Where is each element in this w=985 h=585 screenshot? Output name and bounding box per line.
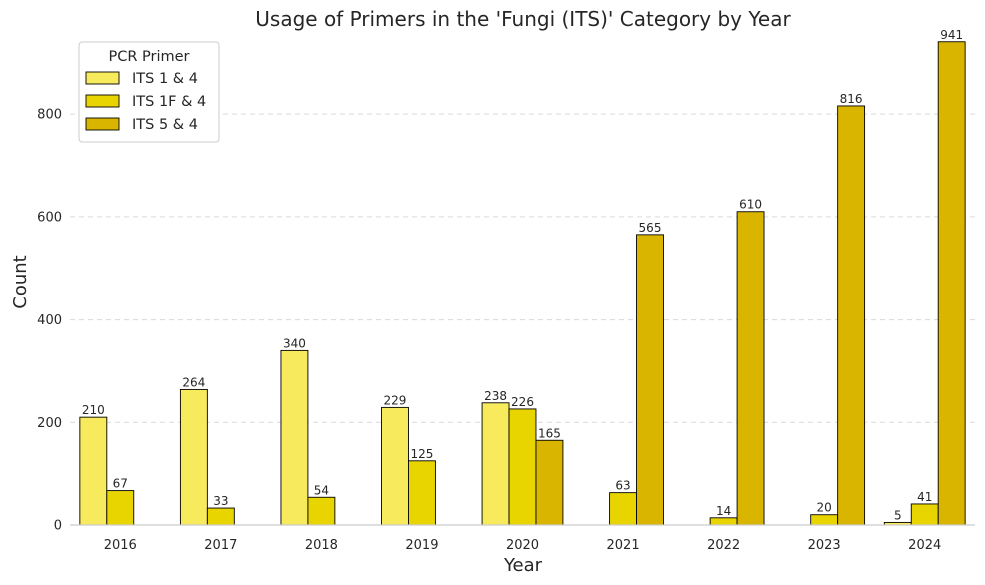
x-tick-label: 2023 (808, 538, 841, 553)
legend-title: PCR Primer (108, 49, 189, 65)
y-tick-label: 400 (37, 313, 62, 328)
data-label: 610 (739, 198, 762, 212)
x-tick-label: 2020 (506, 538, 539, 553)
legend-entry: ITS 1 & 4 (132, 71, 198, 87)
bar (736, 211, 765, 526)
bar (810, 514, 839, 526)
legend-entry: ITS 5 & 4 (132, 117, 198, 133)
data-label: 5 (894, 508, 902, 522)
data-label: 20 (817, 501, 832, 515)
data-label: 210 (82, 403, 105, 417)
bar (636, 234, 664, 526)
y-axis-label: Count (10, 255, 31, 308)
legend: PCR Primer ITS 1 & 4 ITS 1F & 4 ITS 5 & 4 (78, 41, 220, 143)
x-tick-label: 2018 (305, 538, 338, 553)
legend-entry: ITS 1F & 4 (132, 94, 206, 110)
x-tick-label: 2016 (104, 538, 137, 553)
data-label: 816 (840, 92, 863, 106)
bar (508, 408, 537, 526)
bar (179, 388, 208, 526)
bar (709, 517, 738, 526)
bar (206, 507, 235, 526)
x-tick-label: 2021 (607, 538, 640, 553)
x-axis-label: Year (503, 555, 543, 576)
x-tick-label: 2019 (405, 538, 438, 553)
legend-items: ITS 1 & 4 ITS 1F & 4 ITS 5 & 4 (85, 71, 206, 133)
x-tick-label: 2022 (707, 538, 740, 553)
bar (910, 503, 939, 526)
data-label: 226 (511, 395, 534, 409)
data-label: 14 (716, 504, 731, 518)
data-labels: 210 67 264 33 340 54 229 125 238 226 165 63 565 14 610… (82, 28, 963, 523)
data-label: 264 (182, 375, 205, 389)
data-label: 565 (639, 221, 662, 235)
bar (837, 105, 866, 526)
y-tick-label: 800 (37, 108, 62, 123)
y-tick-label: 600 (37, 210, 62, 225)
legend-swatch (85, 94, 120, 108)
y-tick-label: 200 (37, 416, 62, 431)
legend-swatch (85, 117, 120, 131)
data-label: 41 (917, 490, 932, 504)
legend-box (78, 41, 220, 143)
data-label: 941 (940, 28, 963, 42)
data-label: 125 (410, 447, 433, 461)
data-label: 340 (283, 336, 306, 350)
bar (609, 492, 637, 526)
bar (79, 416, 108, 526)
data-label: 238 (484, 389, 507, 403)
bar (280, 349, 309, 526)
y-tick-label: 0 (54, 519, 62, 534)
bar (106, 490, 135, 526)
bars (79, 41, 966, 526)
x-tick-label: 2017 (204, 538, 237, 553)
bar (535, 439, 564, 526)
chart-title: Usage of Primers in the 'Fungi (ITS)' Ca… (255, 7, 791, 31)
data-label: 67 (113, 477, 128, 491)
data-label: 63 (615, 479, 630, 493)
bar (408, 460, 436, 526)
legend-swatch (85, 71, 120, 85)
bar (481, 402, 510, 526)
x-tick-label: 2024 (908, 538, 941, 553)
bar (937, 41, 966, 526)
data-label: 165 (538, 426, 561, 440)
bar (381, 406, 409, 526)
data-label: 54 (314, 483, 329, 497)
bar (307, 496, 336, 526)
data-label: 33 (213, 494, 228, 508)
data-label: 229 (384, 393, 407, 407)
